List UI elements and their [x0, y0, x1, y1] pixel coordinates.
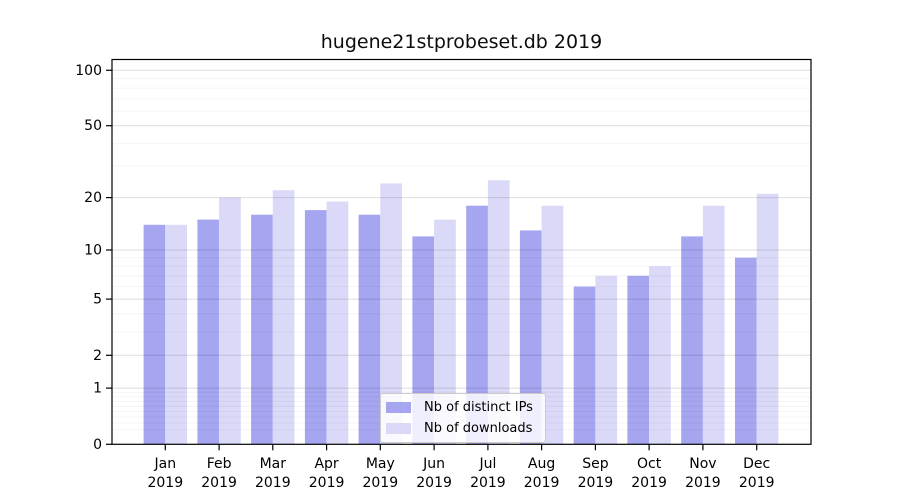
legend-label-downloads: Nb of downloads: [424, 421, 533, 436]
y-tick-label: 20: [84, 190, 102, 206]
x-tick-label-year: 2019: [685, 475, 721, 491]
x-tick-label-year: 2019: [470, 475, 506, 491]
x-tick-label-month: Apr: [314, 456, 338, 472]
y-tick-label: 5: [93, 292, 102, 308]
bar-downloads-oct: [649, 266, 671, 445]
bar-downloads-apr: [326, 201, 349, 445]
bar-downloads-mar: [272, 190, 295, 445]
x-tick-label-year: 2019: [201, 475, 237, 491]
bar-distinct-ips-jan: [143, 224, 166, 445]
x-tick-label-year: 2019: [255, 475, 291, 491]
x-tick-label-year: 2019: [578, 475, 614, 491]
bar-distinct-ips-feb: [197, 219, 220, 445]
x-tick-label-month: Nov: [689, 456, 716, 472]
x-tick-label-month: Mar: [260, 456, 287, 472]
x-tick-label-month: Feb: [207, 456, 232, 472]
x-tick-label-month: Jul: [478, 456, 496, 472]
bar-distinct-ips-aug: [519, 230, 542, 445]
legend-label-distinct-ips: Nb of distinct IPs: [424, 400, 533, 415]
bar-distinct-ips-jul: [466, 205, 488, 445]
y-tick-label: 100: [75, 63, 102, 79]
bar-distinct-ips-mar: [251, 214, 273, 445]
x-tick-label-month: Dec: [743, 456, 770, 472]
bar-downloads-may: [380, 183, 402, 445]
chart-title: hugene21stprobeset.db 2019: [320, 31, 603, 53]
legend-item-downloads: Nb of downloads: [386, 421, 537, 436]
bar-distinct-ips-dec: [735, 257, 757, 445]
x-tick-label-month: Sep: [582, 456, 609, 472]
bar-distinct-ips-jun: [412, 236, 435, 445]
legend-swatch-distinct-ips: [386, 402, 411, 413]
bar-downloads-feb: [219, 197, 241, 445]
legend: Nb of distinct IPs Nb of downloads: [380, 393, 546, 443]
x-tick-label-year: 2019: [309, 475, 345, 491]
x-tick-label-month: Oct: [637, 456, 662, 472]
legend-item-distinct-ips: Nb of distinct IPs: [386, 400, 537, 415]
y-tick-label: 0: [93, 437, 102, 453]
x-tick-label-year: 2019: [739, 475, 775, 491]
bar-distinct-ips-may: [358, 214, 381, 445]
x-tick-label-year: 2019: [631, 475, 667, 491]
bar-distinct-ips-apr: [304, 210, 327, 445]
bar-downloads-jan: [165, 224, 187, 445]
plot-border: [111, 58, 812, 445]
y-tick-label: 2: [93, 348, 102, 364]
y-tick-label: 50: [84, 118, 102, 134]
bar-distinct-ips-oct: [627, 275, 650, 445]
x-tick-label-year: 2019: [524, 475, 560, 491]
legend-swatch-downloads: [386, 423, 411, 434]
bar-downloads-nov: [702, 205, 725, 445]
bar-downloads-jul: [487, 180, 510, 445]
x-tick-label-month: Aug: [528, 456, 555, 472]
x-tick-label-year: 2019: [416, 475, 452, 491]
y-tick-label: 1: [93, 381, 102, 397]
bar-downloads-aug: [541, 205, 564, 445]
bar-downloads-dec: [756, 193, 779, 445]
bar-downloads-jun: [434, 219, 456, 445]
x-tick-label-month: Jan: [154, 456, 177, 472]
x-tick-label-year: 2019: [147, 475, 183, 491]
x-tick-label-month: May: [366, 456, 395, 472]
x-tick-label-year: 2019: [362, 475, 398, 491]
x-tick-label-month: Jun: [422, 456, 445, 472]
bar-distinct-ips-nov: [681, 236, 703, 445]
bar-distinct-ips-sep: [573, 286, 596, 445]
y-tick-label: 10: [84, 243, 102, 259]
bar-downloads-sep: [595, 275, 618, 445]
